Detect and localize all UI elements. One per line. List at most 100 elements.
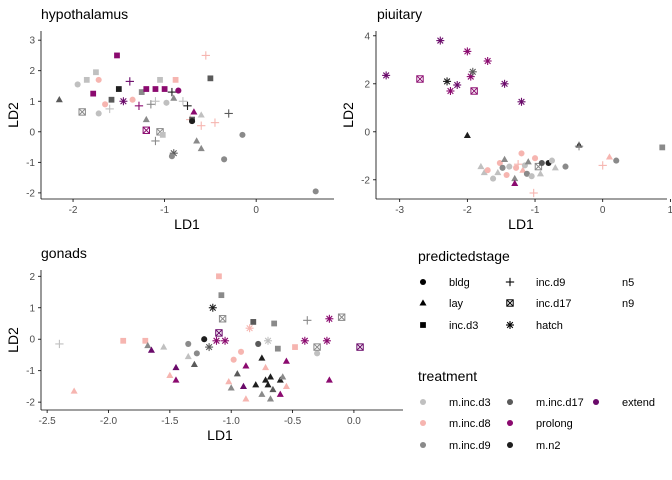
data-point <box>453 81 462 89</box>
data-point <box>276 376 284 383</box>
data-point <box>519 166 527 173</box>
data-point <box>337 313 346 321</box>
x-tick-label: -1 <box>531 205 540 216</box>
data-point <box>119 97 128 106</box>
data-point <box>494 168 502 176</box>
legend-label-extend: extend <box>622 397 655 409</box>
x-tick-label: 1 <box>668 205 672 216</box>
data-point <box>312 188 319 195</box>
data-point <box>115 86 122 92</box>
data-point <box>143 86 150 92</box>
data-point <box>210 118 220 127</box>
data-point <box>120 337 127 344</box>
y-tick-label: -2 <box>26 188 35 199</box>
data-point <box>325 376 333 383</box>
x-tick-label: -2.5 <box>39 416 57 427</box>
legend-label-inc.d9: inc.d9 <box>536 277 565 289</box>
data-point <box>175 87 182 94</box>
data-point <box>221 156 228 163</box>
legend-label-inc.d3: inc.d3 <box>449 320 478 332</box>
data-point <box>55 96 63 103</box>
legend-key-m.n2 <box>506 441 514 449</box>
legend-label-inc.d17: inc.d17 <box>536 298 571 310</box>
points-group <box>55 273 364 402</box>
legend-label-bldg: bldg <box>449 277 470 289</box>
data-point <box>178 97 188 106</box>
data-point <box>237 348 245 355</box>
x-tick-label: -2 <box>463 205 472 216</box>
data-point <box>230 356 237 363</box>
data-point <box>528 173 535 180</box>
data-point <box>483 57 492 65</box>
data-point <box>147 346 155 353</box>
data-point <box>262 363 270 371</box>
data-point <box>218 315 227 323</box>
x-tick-label: -3 <box>395 205 404 216</box>
data-point <box>78 108 86 116</box>
legend-label-lay: lay <box>449 298 464 310</box>
data-point <box>282 382 290 389</box>
data-point <box>163 99 170 106</box>
data-point <box>161 86 168 92</box>
data-point <box>271 320 278 327</box>
data-point <box>258 354 266 361</box>
data-point <box>190 108 198 115</box>
panel-title: gonads <box>41 245 87 261</box>
legend-label-m.n2: m.n2 <box>536 440 560 452</box>
data-point <box>197 121 206 130</box>
data-point <box>503 171 510 179</box>
data-point <box>511 174 519 182</box>
data-point <box>90 90 97 97</box>
legend-label-m.inc.d8: m.inc.d8 <box>449 418 491 430</box>
data-point <box>264 336 273 345</box>
data-point <box>166 371 174 378</box>
data-point <box>193 137 201 144</box>
data-point <box>274 345 281 352</box>
data-point <box>551 164 559 171</box>
data-point <box>356 343 364 351</box>
data-point <box>83 76 90 83</box>
data-point <box>142 126 150 134</box>
data-point <box>167 87 177 97</box>
data-point <box>548 157 555 164</box>
legend-label-n5: n5 <box>622 277 634 289</box>
data-point <box>250 319 257 325</box>
data-point <box>266 373 274 380</box>
tick-group: -2 -1 0 -2 -1 0 1 2 3 <box>26 36 259 216</box>
legend-key-inc.d3 <box>420 322 426 328</box>
legend-label-m.inc.d9: m.inc.d9 <box>449 440 491 452</box>
y-tick-label: 1 <box>29 303 35 314</box>
data-point <box>242 395 250 402</box>
data-point <box>252 381 260 388</box>
data-point <box>382 71 391 80</box>
data-point <box>160 343 168 350</box>
data-point <box>70 387 78 394</box>
data-point <box>313 343 321 351</box>
legend-key-extend <box>592 398 600 406</box>
data-point <box>536 170 544 177</box>
data-point <box>208 303 217 312</box>
data-point <box>463 47 472 56</box>
data-point <box>233 370 241 377</box>
legend-key-m.inc.d17 <box>506 398 514 406</box>
data-point <box>500 79 509 88</box>
data-point <box>95 76 102 83</box>
data-point <box>172 363 180 371</box>
data-point <box>517 97 526 106</box>
data-point <box>225 378 233 385</box>
data-point <box>114 52 120 59</box>
data-point <box>189 118 196 125</box>
data-point <box>322 336 331 345</box>
data-point <box>264 381 272 388</box>
y-tick-label: 0 <box>29 335 35 346</box>
points-group <box>55 51 319 195</box>
data-point <box>523 170 530 177</box>
data-point <box>183 101 192 110</box>
legend-label-m.inc.d17: m.inc.d17 <box>536 397 584 409</box>
legend-key-m.inc.d8 <box>419 419 427 427</box>
data-point <box>157 76 163 83</box>
legend-label-hatch: hatch <box>536 320 563 332</box>
data-point <box>129 96 136 103</box>
legend-treatment: treatment m.inc.d3 m.inc.d8 m.inc.d9 m.inc.… <box>418 368 655 452</box>
